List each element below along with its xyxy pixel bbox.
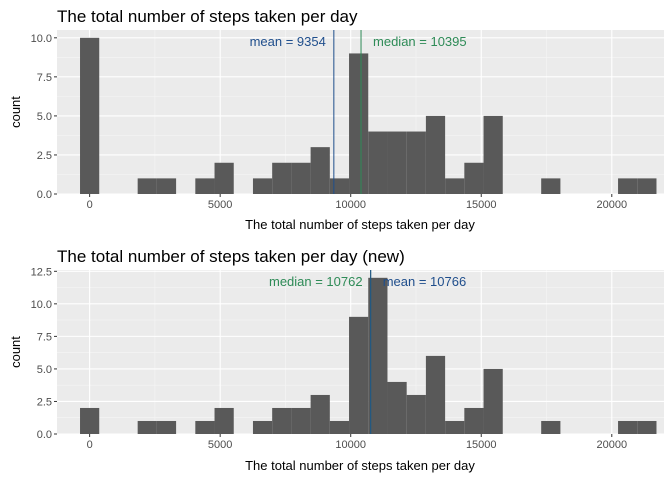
histogram-bar (291, 407, 311, 434)
histogram-bar (464, 162, 484, 194)
histogram-bar (425, 115, 446, 194)
x-tick-label: 0 (87, 439, 93, 451)
histogram-bar (387, 381, 407, 434)
histogram-bar (291, 162, 311, 194)
y-tick-label: 2.5 (37, 150, 52, 162)
reference-line-label: mean = 10766 (383, 274, 466, 289)
y-axis-title: count (8, 96, 23, 128)
reference-lines: mean = 9354 median = 10395 (250, 30, 467, 194)
histogram-bar (541, 178, 561, 194)
chart-title: The total number of steps taken per day … (57, 247, 405, 266)
chart-title: The total number of steps taken per day (57, 7, 358, 26)
histogram-bar (445, 178, 465, 194)
x-tick-label: 5000 (208, 439, 232, 451)
histogram-bar (310, 147, 330, 194)
histogram-bar (156, 178, 177, 194)
y-axis-ticks: 0.0 2.5 5.0 7.5 10.0 12.5 (31, 266, 57, 441)
histogram-bar (214, 407, 234, 434)
histogram-bar (406, 394, 426, 434)
histogram-bar (252, 178, 273, 194)
histogram-bar (272, 407, 292, 434)
histogram-bar (425, 355, 446, 434)
y-tick-label: 0.0 (37, 189, 52, 201)
x-axis-title: The total number of steps taken per day (245, 217, 475, 232)
y-tick-label: 7.5 (37, 72, 52, 84)
histogram-bar (349, 53, 369, 194)
histogram-panel-new: The total number of steps taken per day … (8, 247, 664, 473)
y-tick-label: 10.0 (31, 33, 52, 45)
histogram-bar (195, 420, 215, 434)
histogram-bars (80, 277, 657, 434)
histogram-bar (368, 131, 388, 194)
histogram-bar (637, 420, 657, 434)
y-axis-title: count (8, 336, 23, 368)
x-tick-label: 15000 (466, 199, 497, 211)
histogram-bar (80, 407, 100, 434)
histogram-bar (137, 420, 157, 434)
reference-line-label: median = 10395 (373, 34, 467, 49)
histogram-panel-original: The total number of steps taken per day … (8, 7, 664, 232)
histogram-bar (329, 178, 350, 194)
x-tick-label: 20000 (596, 439, 627, 451)
y-tick-label: 5.0 (37, 364, 52, 376)
histogram-bar (156, 420, 177, 434)
x-tick-label: 5000 (208, 199, 232, 211)
y-tick-label: 7.5 (37, 331, 52, 343)
reference-lines: median = 10762 mean = 10766 (269, 270, 466, 434)
y-tick-label: 2.5 (37, 396, 52, 408)
y-tick-label: 5.0 (37, 111, 52, 123)
histogram-bar (349, 316, 369, 434)
histogram-bar (137, 178, 157, 194)
histogram-bar (387, 131, 407, 194)
histogram-bar (618, 420, 638, 434)
histogram-bar (368, 277, 388, 434)
histogram-bar (445, 420, 465, 434)
histogram-bar (214, 162, 234, 194)
histogram-bar (272, 162, 292, 194)
histogram-bar (310, 394, 330, 434)
histogram-bar (541, 420, 561, 434)
reference-line-label: median = 10762 (269, 274, 363, 289)
histogram-bar (80, 37, 100, 194)
x-axis-title: The total number of steps taken per day (245, 458, 475, 473)
x-tick-label: 15000 (466, 439, 497, 451)
histogram-bar (195, 178, 215, 194)
histogram-bar (252, 420, 273, 434)
x-axis-ticks: 0 5000 10000 15000 20000 (87, 434, 627, 451)
x-tick-label: 20000 (596, 199, 627, 211)
histogram-bar (483, 115, 503, 194)
y-tick-label: 0.0 (37, 429, 52, 441)
reference-line-label: mean = 9354 (250, 34, 326, 49)
histogram-bar (483, 368, 503, 434)
histogram-bar (618, 178, 638, 194)
histogram-bar (329, 420, 350, 434)
x-tick-label: 10000 (335, 199, 366, 211)
histogram-bar (406, 131, 426, 194)
y-axis-ticks: 0.0 2.5 5.0 7.5 10.0 (31, 33, 57, 201)
x-tick-label: 10000 (335, 439, 366, 451)
y-tick-label: 10.0 (31, 299, 52, 311)
histogram-bar (464, 407, 484, 434)
y-tick-label: 12.5 (31, 266, 52, 278)
x-tick-label: 0 (87, 199, 93, 211)
histogram-bar (637, 178, 657, 194)
x-axis-ticks: 0 5000 10000 15000 20000 (87, 194, 627, 211)
histogram-bars (80, 37, 657, 194)
